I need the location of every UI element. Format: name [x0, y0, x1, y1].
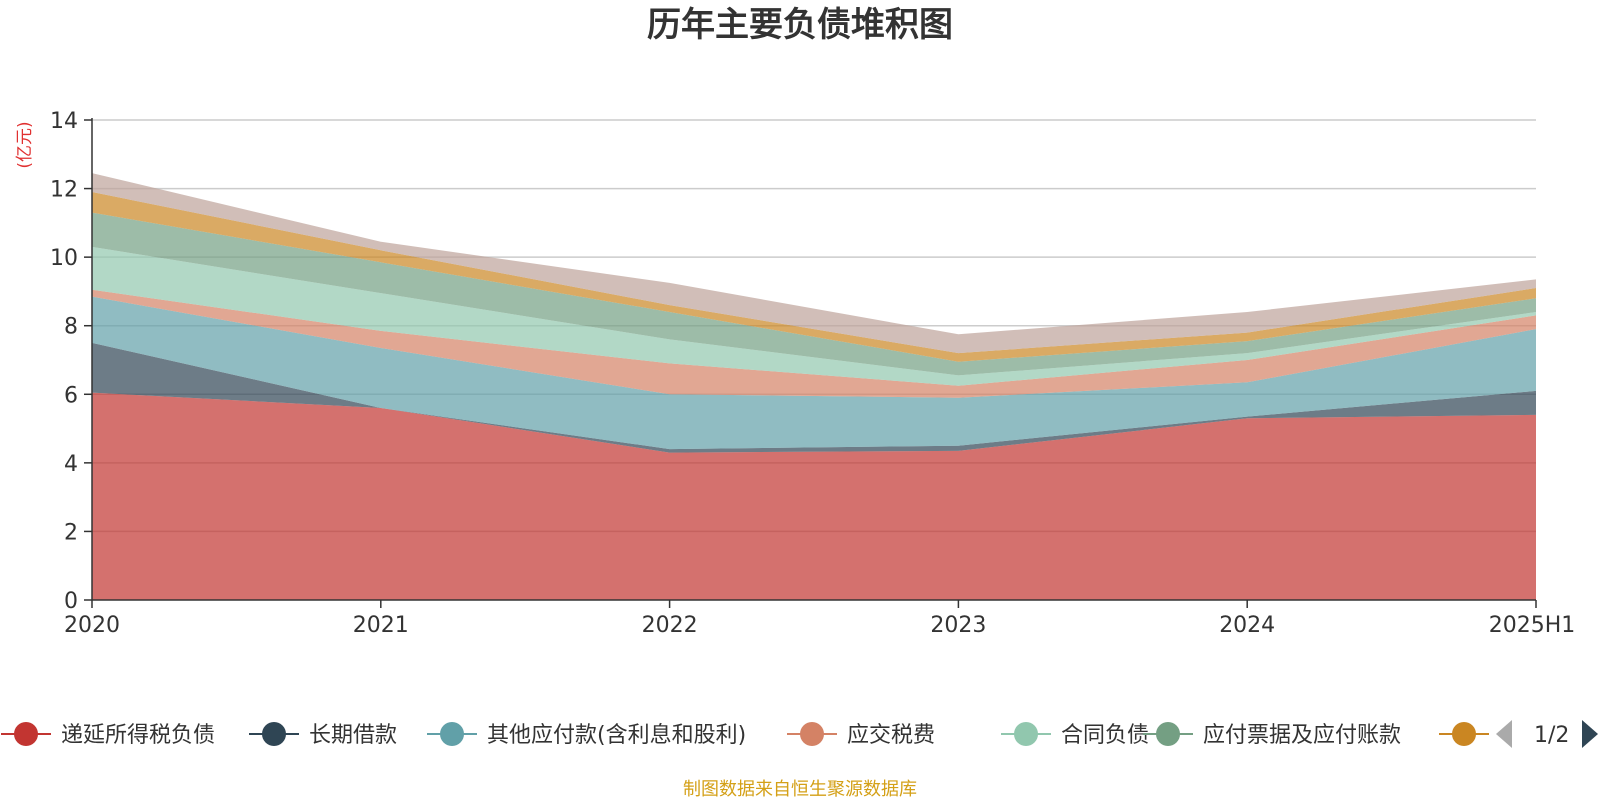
x-tick-label: 2021	[353, 613, 409, 638]
x-tick-label: 2024	[1219, 613, 1275, 638]
legend-item[interactable]	[1439, 722, 1489, 746]
legend-item[interactable]: 合同负债	[1001, 722, 1149, 748]
legend-label: 其他应付款(含利息和股利)	[487, 723, 746, 748]
y-tick-label: 0	[64, 589, 78, 614]
y-tick-label: 12	[50, 178, 78, 203]
legend-marker	[800, 722, 824, 746]
legend-marker	[1452, 722, 1476, 746]
area-series-1	[92, 342, 1536, 453]
area-series-7	[92, 173, 1536, 354]
x-tick-label: 2023	[930, 613, 986, 638]
y-tick-label: 2	[64, 520, 78, 545]
x-tick-label: 2025H1	[1489, 613, 1576, 638]
chart-title: 历年主要负债堆积图	[647, 5, 953, 45]
legend-item[interactable]: 应付票据及应付账款	[1143, 722, 1401, 748]
x-tick-label: 2020	[64, 613, 120, 638]
area-series-4	[92, 246, 1536, 386]
y-tick-label: 6	[64, 383, 78, 408]
legend-item[interactable]: 递延所得税负债	[1, 722, 215, 748]
legend-next-icon[interactable]	[1582, 720, 1598, 748]
axes: 0 2 4 6 8 10 12 14 2020 2021 2022 2023 2024 2025H1	[50, 109, 1575, 638]
source-note: 制图数据来自恒生聚源数据库	[683, 779, 917, 800]
area-series-5	[92, 212, 1536, 376]
legend-marker	[440, 722, 464, 746]
legend-label: 应交税费	[847, 723, 935, 748]
y-tick-label: 14	[50, 109, 78, 134]
legend-marker	[262, 722, 286, 746]
legend-marker	[1156, 722, 1180, 746]
legend-item[interactable]: 应交税费	[787, 722, 935, 748]
legend-label: 递延所得税负债	[61, 723, 215, 748]
y-tick-label: 4	[64, 452, 78, 477]
area-series-3	[92, 289, 1536, 398]
legend-label: 合同负债	[1061, 723, 1149, 748]
legend-marker	[1014, 722, 1038, 746]
y-axis-unit-label: (亿元)	[15, 121, 35, 168]
legend-page-indicator: 1/2	[1534, 723, 1569, 748]
legend-item[interactable]: 长期借款	[249, 722, 397, 748]
x-tick-label: 2022	[642, 613, 698, 638]
y-tick-label: 8	[64, 315, 78, 340]
legend-item[interactable]: 其他应付款(含利息和股利)	[427, 722, 746, 748]
legend-label: 长期借款	[309, 723, 397, 748]
area-series-2	[92, 296, 1536, 450]
area-series-0	[92, 392, 1536, 600]
legend: 递延所得税负债 长期借款 其他应付款(含利息和股利) 应交税费 合同负债 应付票据及应付账…	[1, 720, 1598, 748]
legend-label: 应付票据及应付账款	[1203, 723, 1401, 748]
y-tick-label: 10	[50, 246, 78, 271]
legend-prev-icon[interactable]	[1496, 720, 1512, 748]
stacked-areas	[92, 173, 1536, 600]
legend-marker	[14, 722, 38, 746]
